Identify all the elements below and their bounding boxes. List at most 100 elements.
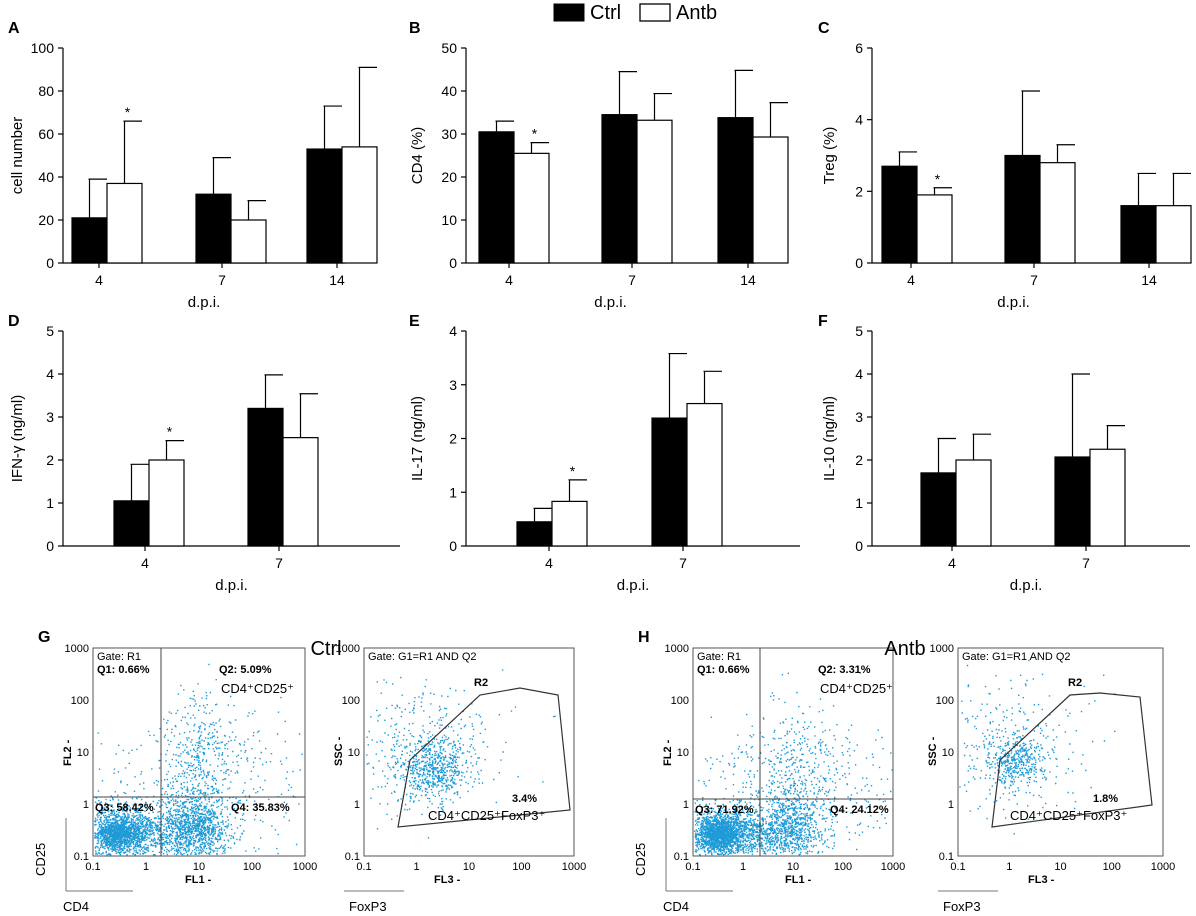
- x-marker-label: FoxP3: [943, 899, 981, 914]
- panel-letter-e: E: [409, 313, 420, 330]
- bar-antb-4: [148, 459, 185, 547]
- bar-antb-4: [106, 182, 143, 264]
- bar-ctrl-4: [516, 521, 553, 547]
- y-tick-label: 1: [449, 484, 457, 500]
- bar-antb-14: [1155, 205, 1192, 264]
- y-marker-label: CD25: [633, 843, 648, 876]
- bar-antb-4: [916, 194, 953, 264]
- event-dots: [694, 810, 754, 855]
- y-tick-label: 40: [38, 169, 54, 185]
- q2-label: Q2: 5.09%: [219, 664, 272, 676]
- y-tick-label: 4: [855, 112, 863, 128]
- x-log-tick-label: 1: [143, 861, 149, 873]
- q1-label: Q1: 0.66%: [697, 664, 750, 676]
- y-tick-label: 40: [441, 83, 457, 99]
- y-tick-label: 1: [46, 495, 54, 511]
- y-tick-label: 4: [449, 323, 457, 339]
- bar-antb-14: [752, 136, 789, 264]
- q1-label: Q1: 0.66%: [97, 664, 150, 676]
- y-tick-label: 100: [31, 40, 55, 56]
- x-log-tick-label: 1000: [881, 861, 905, 873]
- bar-antb-4: [513, 152, 550, 264]
- q3-label: Q3: 58.42%: [95, 802, 154, 814]
- y-tick-label: 0: [855, 538, 863, 554]
- legend-ctrl-label: Ctrl: [590, 2, 621, 24]
- x-tick-label: 7: [1030, 272, 1038, 288]
- bar-ctrl-7: [601, 114, 638, 264]
- x-channel-label: FL1 -: [185, 874, 212, 886]
- y-tick-label: 0: [449, 538, 457, 554]
- gate-label: Gate: R1: [97, 651, 141, 663]
- region-label: R2: [1068, 677, 1082, 689]
- x-log-tick-label: 10: [193, 861, 205, 873]
- y-log-tick-label: 10: [942, 747, 954, 759]
- q2-label: Q2: 3.31%: [818, 664, 871, 676]
- y-log-tick-label: 1: [683, 799, 689, 811]
- population-label: CD4⁺CD25⁺FoxP3⁺: [428, 808, 545, 823]
- y-tick-label: 2: [855, 452, 863, 468]
- panel-letter-g: G: [38, 629, 50, 646]
- y-tick-label: 0: [855, 255, 863, 271]
- bar-ctrl-4: [881, 165, 918, 264]
- plot-frame: [957, 647, 1164, 857]
- bar-ctrl-4: [920, 472, 957, 547]
- y-log-tick-label: 100: [671, 695, 689, 707]
- y-tick-label: 5: [855, 323, 863, 339]
- bar-antb-7: [636, 119, 673, 264]
- bar-ctrl-4: [71, 217, 108, 264]
- chart-panel-f: 0 1 2 3 4 5 IL-10 (ng/ml) 4 7 d.p.i.: [821, 323, 1190, 594]
- y-tick-label: 1: [855, 495, 863, 511]
- significance-mark: *: [570, 463, 576, 479]
- bar-ctrl-14: [1120, 205, 1157, 264]
- x-log-tick-label: 100: [1103, 861, 1121, 873]
- bar-ctrl-14: [717, 117, 754, 264]
- bar-antb-14: [341, 146, 378, 264]
- y-channel-label: FL2 -: [662, 739, 674, 766]
- x-log-tick-label: 1000: [293, 861, 317, 873]
- bar-antb-4: [551, 500, 588, 547]
- y-tick-label: 4: [855, 366, 863, 382]
- significance-mark: *: [125, 104, 131, 120]
- x-axis-label: d.p.i.: [215, 577, 248, 594]
- x-tick-label: 4: [907, 272, 915, 288]
- x-log-tick-label: 10: [463, 861, 475, 873]
- y-tick-label: 20: [441, 169, 457, 185]
- x-log-tick-label: 100: [243, 861, 261, 873]
- x-log-tick-label: 1: [413, 861, 419, 873]
- y-channel-label: SSC -: [927, 736, 939, 766]
- gate-label: Gate: R1: [697, 651, 741, 663]
- q4-label: Q4: 24.12%: [830, 804, 889, 816]
- y-axis-label: cell number: [9, 117, 26, 195]
- x-log-tick-label: 1: [740, 861, 746, 873]
- y-log-tick-label: 1000: [930, 643, 954, 655]
- x-marker-label: CD4: [63, 899, 89, 914]
- y-log-tick-label: 1000: [665, 643, 689, 655]
- bar-ctrl-4: [113, 500, 150, 547]
- chart-panel-a: 0 20 40 60 80 100 cell number 4 * 7 14 d.p.i.: [9, 40, 378, 311]
- population-label: CD4⁺CD25⁺: [820, 681, 893, 696]
- y-log-tick-label: 1: [948, 799, 954, 811]
- panel-letter-c: C: [818, 20, 830, 37]
- y-log-tick-label: 100: [936, 695, 954, 707]
- x-log-tick-label: 0.1: [356, 861, 371, 873]
- y-tick-label: 2: [449, 431, 457, 447]
- region-label: R2: [474, 677, 488, 689]
- y-tick-label: 60: [38, 126, 54, 142]
- gate-region-r2: [991, 692, 1153, 828]
- x-tick-label: 14: [740, 272, 756, 288]
- group-title: Antb: [884, 638, 925, 660]
- legend-antb-label: Antb: [676, 2, 717, 24]
- x-channel-label: FL3 -: [1028, 874, 1055, 886]
- y-log-tick-label: 1: [83, 799, 89, 811]
- significance-mark: *: [167, 424, 173, 440]
- bar-ctrl-7: [1004, 154, 1041, 264]
- x-log-tick-label: 10: [787, 861, 799, 873]
- y-tick-label: 30: [441, 126, 457, 142]
- q3-label: Q3: 71.92%: [695, 804, 754, 816]
- y-log-tick-label: 0.1: [74, 851, 89, 863]
- x-marker-label: FoxP3: [349, 899, 387, 914]
- bar-antb-7: [282, 437, 319, 547]
- x-log-tick-label: 1000: [562, 861, 586, 873]
